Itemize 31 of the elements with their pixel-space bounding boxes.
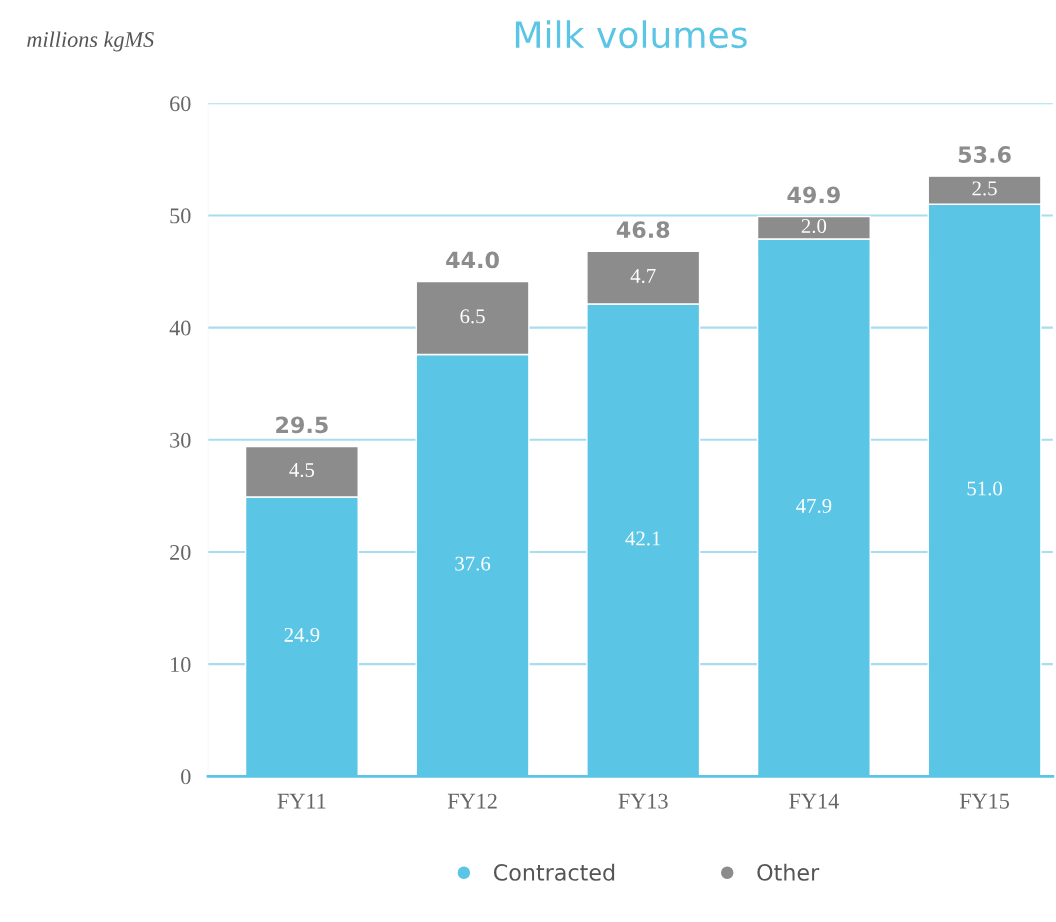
data-label: 37.6: [455, 556, 491, 571]
data-label: 47.9: [796, 498, 832, 513]
y-tick-label: 60: [170, 96, 191, 112]
data-label: 4.7: [630, 268, 656, 283]
chart-title: Milk volumes: [515, 20, 747, 49]
x-tick-label: FY15: [959, 793, 1010, 809]
legend-label: Other: [757, 863, 820, 881]
data-label: 4.5: [289, 463, 315, 478]
legend-label: Contracted: [494, 863, 615, 881]
y-tick-label: 40: [169, 320, 191, 336]
total-label: 29.5: [276, 416, 328, 434]
data-label: 24.9: [284, 627, 320, 642]
total-label: 46.8: [616, 221, 670, 239]
x-tick-label: FY11: [277, 793, 326, 809]
y-tick-label: 10: [171, 657, 191, 673]
data-label: 2.5: [972, 181, 997, 196]
data-label: 42.1: [625, 531, 661, 546]
total-label: 44.0: [446, 251, 499, 269]
y-tick-label: 20: [170, 544, 191, 560]
data-label: 2.0: [801, 218, 827, 234]
x-tick-label: FY14: [789, 793, 839, 809]
total-label: 49.9: [787, 186, 840, 204]
data-label: 51.0: [967, 481, 1002, 496]
data-label: 6.5: [460, 309, 485, 324]
y-tick-label: 30: [170, 432, 191, 448]
x-tick-label: FY13: [618, 793, 668, 809]
x-tick-label: FY12: [447, 793, 497, 809]
y-tick-label: 50: [170, 208, 191, 224]
y-axis-title: millions kgMS: [27, 31, 154, 52]
total-label: 53.6: [958, 146, 1011, 163]
y-tick-label: 0: [181, 769, 191, 785]
